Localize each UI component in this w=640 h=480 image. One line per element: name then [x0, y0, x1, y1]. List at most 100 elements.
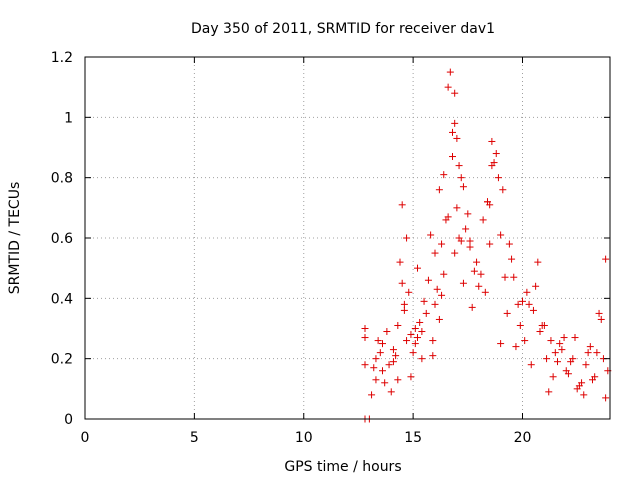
data-point — [403, 337, 411, 345]
x-tick-label: 5 — [190, 430, 199, 446]
data-point — [580, 391, 588, 399]
data-point — [508, 255, 516, 263]
data-point — [505, 240, 513, 248]
data-point — [398, 279, 406, 287]
data-point — [381, 379, 389, 387]
data-point — [512, 343, 520, 351]
y-axis-label: SRMTID / TECUs — [7, 182, 23, 295]
data-point — [457, 174, 465, 182]
data-point — [389, 346, 397, 354]
data-point — [372, 376, 380, 384]
x-tick-label: 0 — [81, 430, 90, 446]
data-point — [411, 325, 419, 332]
data-point — [477, 270, 485, 278]
data-point — [418, 328, 426, 336]
data-point — [440, 171, 448, 179]
data-point — [420, 297, 428, 305]
data-point — [591, 373, 599, 381]
data-point — [582, 361, 590, 369]
data-point — [519, 297, 526, 305]
data-point — [543, 355, 551, 363]
y-tick-label: 0.4 — [51, 291, 73, 307]
data-point — [451, 249, 459, 257]
data-point — [457, 237, 465, 245]
data-point — [361, 334, 369, 342]
data-point — [376, 349, 384, 357]
data-point — [368, 391, 376, 399]
data-point — [554, 358, 561, 366]
data-point — [453, 134, 461, 142]
data-point — [510, 273, 518, 281]
data-point — [429, 337, 437, 345]
data-point — [392, 352, 400, 360]
data-point — [593, 349, 601, 357]
data-point — [379, 367, 386, 375]
data-point — [497, 231, 505, 239]
data-point — [407, 331, 415, 339]
x-tick-label: 20 — [514, 430, 532, 446]
data-point — [503, 309, 511, 317]
data-point — [488, 162, 496, 170]
data-point — [407, 373, 415, 381]
data-point — [400, 300, 408, 308]
data-point — [422, 309, 430, 317]
data-point — [427, 231, 435, 239]
data-point — [389, 358, 397, 366]
data-point — [387, 388, 395, 396]
ticks-layer — [84, 56, 610, 420]
data-point — [586, 343, 594, 351]
data-point — [385, 361, 393, 369]
data-point — [433, 285, 441, 293]
data-point — [551, 349, 559, 357]
data-point — [403, 234, 411, 242]
data-point — [446, 68, 454, 76]
data-point — [416, 318, 424, 326]
data-point — [398, 201, 406, 209]
data-point — [438, 291, 446, 299]
data-point — [547, 337, 555, 345]
data-point — [453, 204, 461, 212]
data-point — [462, 225, 470, 233]
data-point — [501, 273, 509, 281]
data-point — [451, 89, 459, 97]
data-point — [499, 186, 507, 194]
data-point — [418, 355, 426, 363]
data-point — [444, 213, 452, 221]
data-point — [424, 276, 432, 284]
data-point — [414, 334, 421, 342]
data-point — [400, 306, 408, 314]
data-point — [527, 361, 535, 369]
data-point — [479, 216, 487, 224]
data-point — [529, 306, 537, 314]
data-point — [394, 321, 402, 329]
data-point — [486, 240, 494, 248]
data-point — [451, 119, 459, 127]
data-point — [409, 349, 417, 357]
data-point — [361, 361, 369, 369]
data-point — [492, 150, 500, 158]
data-point — [556, 340, 564, 348]
data-point — [435, 315, 443, 323]
data-point — [523, 288, 531, 296]
x-tick-label: 10 — [295, 430, 313, 446]
data-point — [372, 355, 380, 363]
data-point — [494, 174, 502, 182]
data-point — [536, 328, 544, 336]
data-point — [459, 279, 467, 287]
data-point — [534, 258, 542, 266]
data-point — [595, 309, 603, 317]
data-point — [532, 282, 540, 290]
data-point — [573, 385, 581, 393]
data-point — [411, 340, 419, 348]
data-point — [564, 370, 572, 378]
data-point — [449, 128, 456, 136]
data-point — [602, 394, 610, 402]
data-point — [455, 162, 463, 170]
data-point — [438, 240, 446, 248]
data-point — [475, 282, 483, 290]
data-point — [459, 183, 467, 191]
data-point — [578, 379, 586, 387]
data-point — [383, 328, 391, 336]
data-point — [468, 303, 476, 311]
y-tick-label: 1.2 — [51, 50, 73, 66]
